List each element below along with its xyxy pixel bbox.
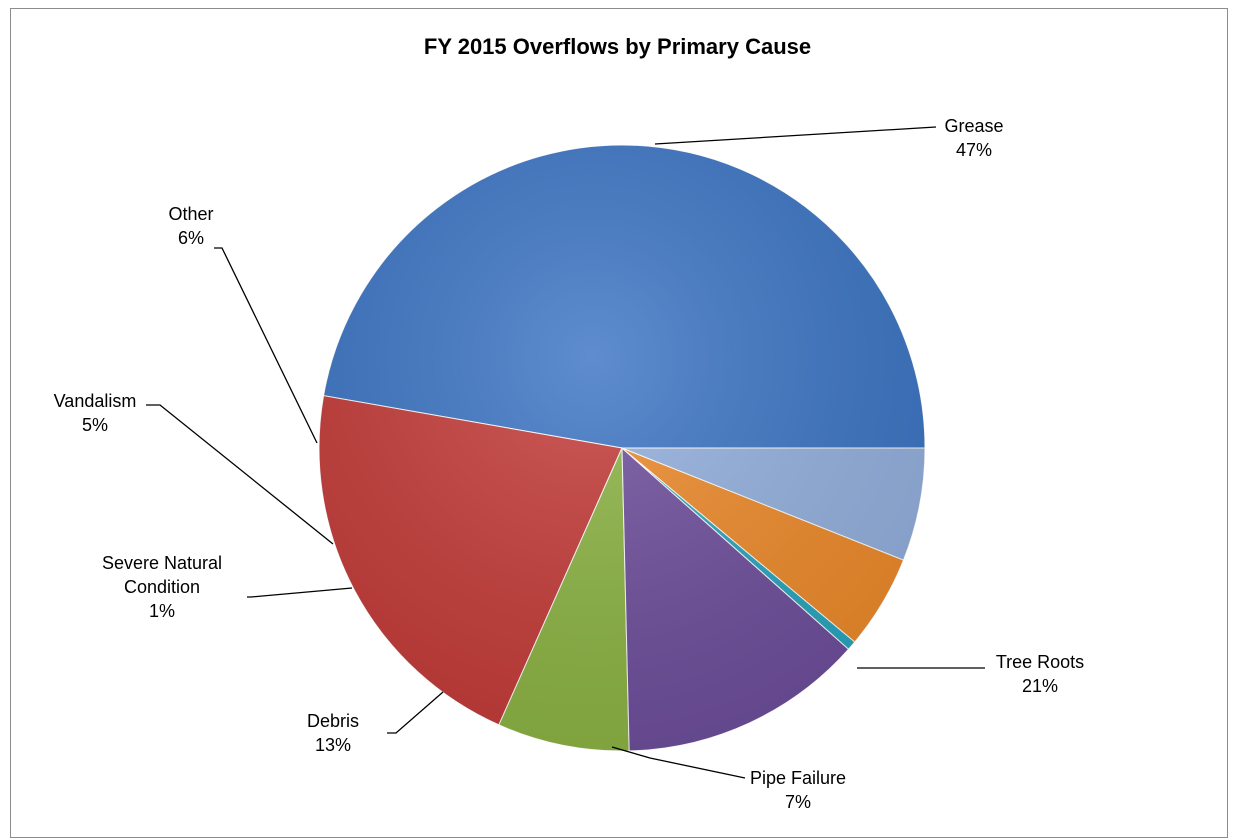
slice-percent-severe-natural-condition: 1%	[149, 601, 175, 621]
slice-percent-vandalism: 5%	[82, 415, 108, 435]
slice-percent-grease: 47%	[956, 140, 992, 160]
leader-line-debris	[387, 691, 444, 734]
chart-title: FY 2015 Overflows by Primary Cause	[423, 34, 812, 59]
leader-line-pipe-failure	[611, 746, 746, 779]
leader-line-severe-natural-condition	[247, 587, 353, 598]
slice-percent-tree-roots: 21%	[1022, 676, 1058, 696]
pie-slice-grease	[322, 144, 926, 449]
slice-percent-pipe-failure: 7%	[785, 792, 811, 812]
slice-label-severe-natural-condition: Severe Natural	[102, 553, 222, 573]
slice-label-grease: Grease	[944, 116, 1003, 136]
slice-label-debris: Debris	[307, 711, 359, 731]
leader-line-vandalism	[146, 404, 334, 545]
slice-label-vandalism: Vandalism	[54, 391, 137, 411]
slice-label-other: Other	[168, 204, 213, 224]
leader-line-grease	[654, 126, 937, 145]
slice-label-tree-roots: Tree Roots	[996, 652, 1084, 672]
slice-label-severe-natural-condition: Condition	[124, 577, 200, 597]
slice-label-pipe-failure: Pipe Failure	[750, 768, 846, 788]
slice-percent-debris: 13%	[315, 735, 351, 755]
leader-line-other	[214, 247, 318, 444]
slice-percent-other: 6%	[178, 228, 204, 248]
